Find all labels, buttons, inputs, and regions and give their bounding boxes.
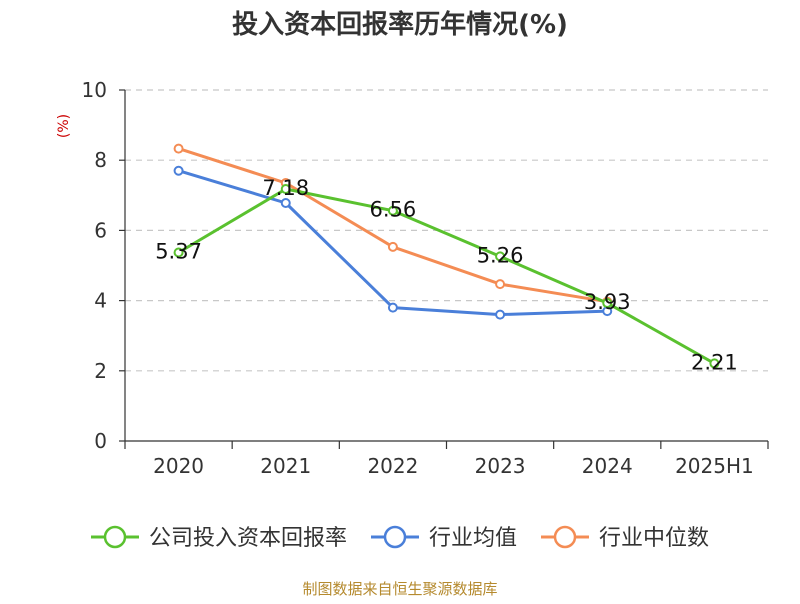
data-point — [495, 279, 506, 290]
data-point — [173, 247, 184, 258]
legend-swatch-marker — [103, 525, 127, 549]
data-point — [495, 309, 506, 320]
x-tick-label: 2024 — [582, 454, 633, 478]
legend: 公司投入资本回报率 行业均值 行业中位数 — [91, 525, 709, 551]
legend-item[interactable]: 公司投入资本回报率 — [91, 525, 347, 551]
series-line — [177, 147, 609, 304]
series-line — [177, 187, 716, 365]
y-tick-label: 0 — [94, 429, 107, 453]
data-point — [387, 205, 398, 216]
y-tick-label: 6 — [94, 218, 107, 242]
data-labels: 5.37 7.18 6.56 5.26 3.93 2.21 — [155, 176, 738, 374]
series-0 — [173, 183, 720, 369]
x-tick-label: 2021 — [260, 454, 311, 478]
data-point — [602, 298, 613, 309]
data-point — [280, 183, 291, 194]
legend-item[interactable]: 行业中位数 — [541, 525, 709, 551]
data-point — [387, 241, 398, 252]
data-point — [280, 198, 291, 209]
x-tick-label: 2020 — [153, 454, 204, 478]
data-point — [173, 165, 184, 176]
y-tick-label: 8 — [94, 148, 107, 172]
x-tick-label: 2022 — [367, 454, 418, 478]
data-point — [709, 358, 720, 369]
series-lines — [173, 143, 720, 369]
data-point — [387, 302, 398, 313]
legend-label: 公司投入资本回报率 — [149, 526, 347, 551]
axes: 0 2 4 6 8 10 2020 2021 2022 2023 2024 2025H1 — [82, 78, 769, 478]
legend-item[interactable]: 行业均值 — [371, 525, 517, 551]
y-axis-unit-label: (%) — [56, 114, 72, 138]
series-1 — [173, 165, 613, 320]
data-label: 5.26 — [477, 243, 524, 267]
x-tick-label: 2025H1 — [675, 454, 754, 478]
x-tick-label: 2023 — [475, 454, 526, 478]
data-label: 7.18 — [262, 176, 309, 200]
series-2 — [173, 143, 613, 307]
grid-lines — [125, 89, 768, 372]
data-label: 3.93 — [584, 290, 631, 314]
legend-label: 行业均值 — [429, 526, 517, 551]
data-point — [495, 251, 506, 262]
data-label: 6.56 — [370, 198, 417, 222]
y-tick-label: 2 — [94, 359, 107, 383]
legend-swatch-marker — [553, 525, 577, 549]
data-point — [173, 143, 184, 154]
legend-label: 行业中位数 — [599, 526, 709, 551]
chart-title: 投入资本回报率历年情况(%) — [232, 9, 568, 40]
data-label: 2.21 — [691, 350, 738, 374]
y-tick-label: 10 — [82, 78, 107, 102]
source-note: 制图数据来自恒生聚源数据库 — [302, 580, 497, 598]
data-label: 5.37 — [155, 240, 202, 264]
y-tick-label: 4 — [94, 289, 107, 313]
legend-swatch-marker — [383, 525, 407, 549]
